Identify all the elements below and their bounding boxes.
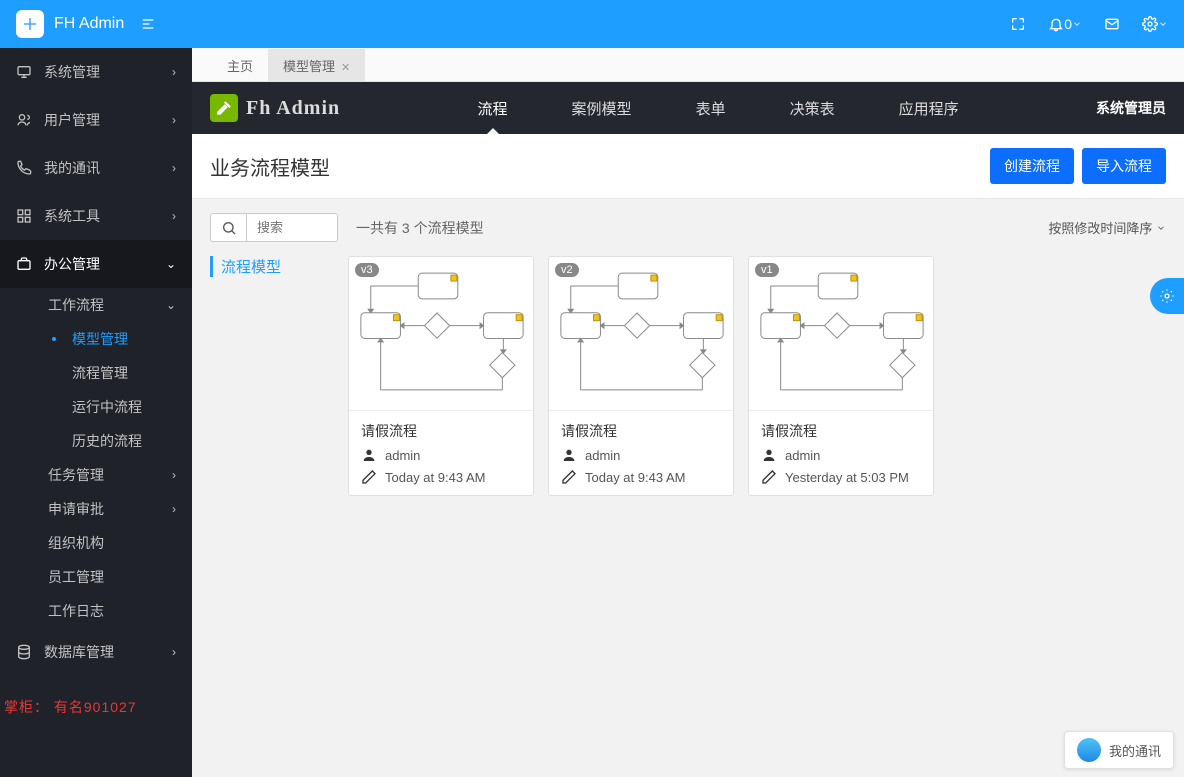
- fullscreen-icon[interactable]: [1010, 16, 1026, 32]
- nav-item-表单[interactable]: 表单: [692, 84, 730, 133]
- card-thumbnail: v3: [349, 257, 533, 411]
- sidebar-item-员工管理[interactable]: 员工管理: [0, 560, 192, 594]
- card-title: 请假流程: [761, 421, 921, 441]
- edit-icon: [361, 469, 377, 485]
- version-badge: v3: [355, 263, 379, 277]
- card-author: admin: [385, 448, 420, 463]
- process-card[interactable]: v2 请假流程 admin Today at 9:43 AM: [548, 256, 734, 496]
- sidebar-item-工作日志[interactable]: 工作日志: [0, 594, 192, 628]
- notification-count: 0: [1064, 16, 1072, 32]
- cards-container: v3 请假流程 admin Today at 9:43 AM v2 请假流程 admin To…: [348, 256, 934, 496]
- top-header: FH Admin 0: [0, 0, 1184, 48]
- card-edited: Today at 9:43 AM: [585, 470, 685, 485]
- close-icon[interactable]: ✕: [341, 62, 350, 74]
- card-edited: Today at 9:43 AM: [385, 470, 485, 485]
- users-icon: [16, 112, 32, 128]
- result-count: 一共有 3 个流程模型: [356, 218, 484, 238]
- nav-item-决策表[interactable]: 决策表: [786, 84, 839, 133]
- card-author: admin: [785, 448, 820, 463]
- card-thumbnail: v2: [549, 257, 733, 411]
- card-meta: 请假流程 admin Yesterday at 5:03 PM: [749, 411, 933, 495]
- main-area: 主页模型管理✕ Fh Admin 流程 案例模型 表单 决策表 应用程序 系统管理员 业…: [192, 48, 1184, 777]
- user-icon: [761, 447, 777, 463]
- workflow-app-header: Fh Admin 流程 案例模型 表单 决策表 应用程序 系统管理员: [192, 82, 1184, 134]
- nav-item-案例模型[interactable]: 案例模型: [568, 84, 636, 133]
- sidebar-item-模型管理[interactable]: 模型管理: [0, 322, 192, 356]
- card-author: admin: [585, 448, 620, 463]
- tabs-bar: 主页模型管理✕: [192, 48, 1184, 82]
- grid-icon: [16, 208, 32, 224]
- sidebar-item-工作流程[interactable]: 工作流程⌄: [0, 288, 192, 322]
- toolbar-row: 一共有 3 个流程模型 按照修改时间降序: [192, 199, 1184, 256]
- floating-settings-icon[interactable]: [1150, 278, 1184, 314]
- notification-icon[interactable]: 0: [1048, 16, 1082, 32]
- phone-icon: [16, 160, 32, 176]
- sidebar-item-历史的流程[interactable]: 历史的流程: [0, 424, 192, 458]
- content-body: 流程模型 v3 请假流程 admin Today at 9:43 AM v2 请假流程 ad…: [192, 256, 1184, 496]
- brand-logo: [16, 10, 44, 38]
- brand-text: FH Admin: [54, 15, 124, 33]
- edit-icon: [761, 469, 777, 485]
- create-process-button[interactable]: 创建流程: [990, 148, 1074, 184]
- nav-item-流程[interactable]: 流程: [474, 84, 512, 133]
- workflow-nav: 流程 案例模型 表单 决策表 应用程序: [358, 84, 1078, 133]
- sidebar-item-系统工具[interactable]: 系统工具›: [0, 192, 192, 240]
- chat-widget[interactable]: 我的通讯: [1064, 731, 1174, 769]
- sidebar: 系统管理›用户管理›我的通讯›系统工具›办公管理⌄工作流程⌄模型管理流程管理运行…: [0, 48, 192, 777]
- menu-toggle-icon[interactable]: [140, 16, 156, 32]
- workflow-brand-text: Fh Admin: [246, 97, 340, 120]
- search-box: [210, 213, 338, 242]
- page-title-row: 业务流程模型 创建流程 导入流程: [192, 134, 1184, 199]
- sidebar-item-申请审批[interactable]: 申请审批›: [0, 492, 192, 526]
- sidebar-item-用户管理[interactable]: 用户管理›: [0, 96, 192, 144]
- section-label: 流程模型: [210, 256, 330, 277]
- import-process-button[interactable]: 导入流程: [1082, 148, 1166, 184]
- database-icon: [16, 644, 32, 660]
- sidebar-item-办公管理[interactable]: 办公管理⌄: [0, 240, 192, 288]
- mail-icon[interactable]: [1104, 16, 1120, 32]
- version-badge: v2: [555, 263, 579, 277]
- user-icon: [361, 447, 377, 463]
- card-meta: 请假流程 admin Today at 9:43 AM: [549, 411, 733, 495]
- sort-dropdown[interactable]: 按照修改时间降序: [1048, 218, 1166, 237]
- page-title: 业务流程模型: [210, 152, 330, 181]
- edit-icon: [561, 469, 577, 485]
- process-card[interactable]: v1 请假流程 admin Yesterday at 5:03 PM: [748, 256, 934, 496]
- tab-主页[interactable]: 主页: [212, 49, 268, 81]
- workflow-user-label[interactable]: 系统管理员: [1078, 98, 1184, 118]
- sidebar-item-我的通讯[interactable]: 我的通讯›: [0, 144, 192, 192]
- briefcase-icon: [16, 256, 32, 272]
- sidebar-item-运行中流程[interactable]: 运行中流程: [0, 390, 192, 424]
- sidebar-item-组织机构[interactable]: 组织机构: [0, 526, 192, 560]
- chat-avatar-icon: [1077, 738, 1101, 762]
- sidebar-item-系统管理[interactable]: 系统管理›: [0, 48, 192, 96]
- card-thumbnail: v1: [749, 257, 933, 411]
- search-icon[interactable]: [211, 214, 247, 241]
- card-meta: 请假流程 admin Today at 9:43 AM: [349, 411, 533, 495]
- user-icon: [561, 447, 577, 463]
- nav-item-应用程序[interactable]: 应用程序: [895, 84, 963, 133]
- monitor-icon: [16, 64, 32, 80]
- sidebar-item-任务管理[interactable]: 任务管理›: [0, 458, 192, 492]
- chat-label: 我的通讯: [1109, 741, 1161, 760]
- workflow-logo-icon: [210, 94, 238, 122]
- process-card[interactable]: v3 请假流程 admin Today at 9:43 AM: [348, 256, 534, 496]
- card-title: 请假流程: [561, 421, 721, 441]
- watermark-text: 掌柜： 有名901027: [0, 697, 137, 717]
- search-input[interactable]: [247, 214, 337, 241]
- card-title: 请假流程: [361, 421, 521, 441]
- workflow-brand: Fh Admin: [192, 94, 358, 122]
- tab-模型管理[interactable]: 模型管理✕: [268, 49, 365, 81]
- sidebar-item-数据库管理[interactable]: 数据库管理›: [0, 628, 192, 676]
- settings-icon[interactable]: [1142, 16, 1168, 32]
- version-badge: v1: [755, 263, 779, 277]
- sidebar-item-流程管理[interactable]: 流程管理: [0, 356, 192, 390]
- card-edited: Yesterday at 5:03 PM: [785, 470, 909, 485]
